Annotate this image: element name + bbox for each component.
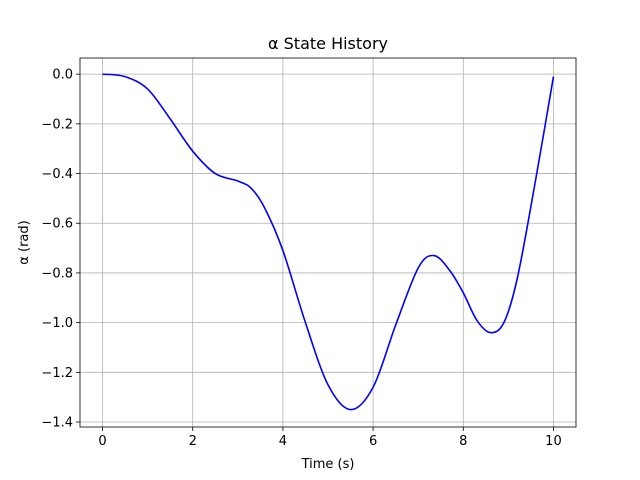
y-tick-label: −0.6 <box>41 217 73 232</box>
axis-ticks: 0 2 4 6 8 10 0.0 −0.2 −0.4 −0.6 −0.8 −1.0 −1.2 −1.4 <box>41 68 561 449</box>
y-tick-label: −1.4 <box>41 416 73 431</box>
x-tick-label: 6 <box>369 434 377 449</box>
series-line <box>102 73 555 411</box>
y-tick-label: 0.0 <box>52 68 73 83</box>
grid-lines <box>80 58 576 427</box>
y-axis-label: α (rad) <box>17 220 32 264</box>
plot-frame <box>79 57 577 428</box>
x-axis-label: Time (s) <box>301 457 355 472</box>
x-tick-label: 2 <box>189 434 197 449</box>
x-tick-label: 8 <box>459 434 467 449</box>
x-tick-label: 4 <box>279 434 287 449</box>
y-tick-label: −1.0 <box>41 316 73 331</box>
y-tick-label: −0.4 <box>41 167 73 182</box>
chart-title: α State History <box>268 34 388 53</box>
series-lines <box>102 73 555 411</box>
y-tick-label: −1.2 <box>41 366 73 381</box>
y-tick-label: −0.2 <box>41 117 73 132</box>
x-tick-label: 0 <box>98 434 106 449</box>
y-tick-label: −0.8 <box>41 266 73 281</box>
x-tick-label: 10 <box>545 434 562 449</box>
